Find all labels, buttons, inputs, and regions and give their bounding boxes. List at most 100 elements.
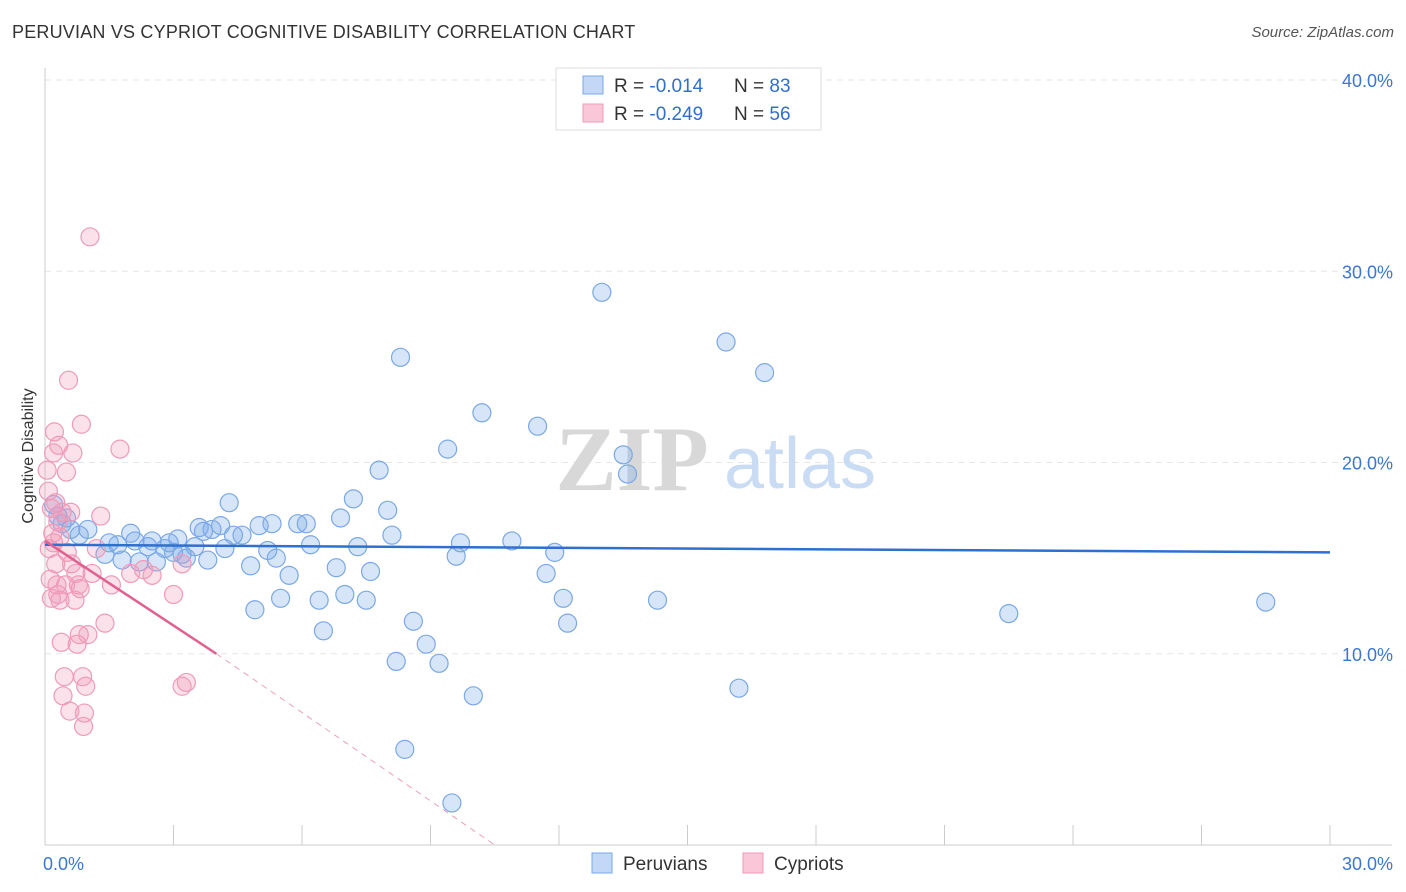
point-peruvians-72 [553,588,573,608]
point-peruvians-10 [112,550,132,570]
point-cypriots-54 [176,672,196,693]
point-peruvians-81 [999,603,1019,624]
series-legend-swatch-peruvians [591,852,613,874]
correlation-legend: R = -0.014 N = 83 R = -0.249 N = 56 [555,67,822,131]
svg-text:N = 83: N = 83 [734,76,791,97]
point-peruvians-49 [343,489,363,509]
point-peruvians-28 [211,516,231,536]
point-cypriots-38 [73,716,94,737]
point-cypriots-10 [46,493,66,513]
point-peruvians-46 [326,558,346,578]
point-cypriots-26 [60,701,80,721]
point-cypriots-24 [57,542,77,562]
legend-swatch-peruvians [582,75,604,95]
legend-r-label-2: R = [614,104,649,125]
y-tick-label-1: 20.0% [1342,454,1393,474]
point-peruvians-62 [438,439,458,459]
point-peruvians-20 [168,529,188,549]
trend-line-peruvians [44,543,1331,554]
x-tick-label-1: 30.0% [1342,854,1393,874]
y-tick-label-0: 10.0% [1342,645,1393,665]
point-cypriots-55 [172,554,192,574]
y-tick-label-3: 40.0% [1342,71,1393,91]
point-peruvians-30 [219,493,239,513]
point-peruvians-33 [241,556,261,576]
point-peruvians-82 [1256,592,1276,612]
point-peruvians-47 [330,508,351,528]
axes [44,68,1392,846]
point-cypriots-13 [48,512,68,532]
watermark-atlas: atlas [724,424,876,504]
point-cypriots-11 [46,554,66,574]
point-peruvians-45 [313,621,334,641]
point-cypriots-25 [58,370,79,390]
trend-line-cypriots [44,539,218,655]
legend-swatch-cypriots [582,103,604,123]
series-legend-label-peruvians: Peruvians [623,854,708,875]
point-peruvians-58 [395,739,415,759]
point-peruvians-68 [502,531,522,551]
point-peruvians-79 [729,678,749,698]
data-points [37,227,1276,813]
point-peruvians-54 [378,500,398,520]
point-cypriots-40 [76,676,96,696]
point-peruvians-60 [416,634,436,654]
watermark-zip: ZIP [555,408,708,510]
point-peruvians-56 [386,651,406,672]
point-peruvians-39 [270,588,291,608]
point-cypriots-46 [95,613,115,633]
point-peruvians-57 [390,347,411,367]
series-legend: Peruvians Cypriots [591,852,844,875]
y-axis-label: Cognitive Disability [20,388,37,523]
svg-text:R = -0.014: R = -0.014 [614,76,704,97]
series-legend-swatch-cypriots [742,852,764,874]
point-cypriots-29 [63,443,83,463]
point-cypriots-48 [110,439,130,459]
point-peruvians-43 [300,535,321,555]
point-peruvians-59 [403,611,423,631]
point-peruvians-42 [296,514,316,534]
point-cypriots-49 [121,563,141,584]
point-peruvians-80 [754,363,775,383]
point-peruvians-55 [382,525,402,545]
point-cypriots-17 [50,527,70,547]
point-peruvians-6 [78,519,98,540]
trend-extension-cypriots [216,653,496,846]
point-peruvians-51 [356,590,376,610]
point-peruvians-53 [369,460,389,480]
point-cypriots-31 [66,563,86,584]
point-peruvians-77 [647,590,668,610]
point-peruvians-67 [472,403,492,423]
svg-text:N = 56: N = 56 [734,104,791,125]
legend-n-label-1: N = [734,76,769,97]
chart-title: PERUVIAN VS CYPRIOT COGNITIVE DISABILITY… [12,22,636,42]
point-cypriots-21 [54,667,74,687]
legend-r-value-2: -0.249 [649,104,703,125]
y-tick-label-2: 30.0% [1342,262,1393,282]
point-peruvians-26 [198,550,218,570]
point-peruvians-70 [536,563,556,584]
svg-text:R = -0.249: R = -0.249 [614,104,703,125]
point-peruvians-71 [545,542,565,562]
point-cypriots-45 [91,506,111,526]
point-peruvians-73 [557,613,578,633]
point-peruvians-76 [617,464,638,484]
point-peruvians-66 [463,686,483,706]
point-cypriots-36 [71,414,92,434]
point-cypriots-32 [67,634,87,654]
point-peruvians-34 [245,600,265,620]
point-peruvians-37 [262,514,282,534]
point-peruvians-52 [360,561,381,582]
point-peruvians-61 [429,653,449,673]
point-peruvians-32 [232,525,252,545]
grid-lines [45,79,1392,655]
point-cypriots-27 [61,502,81,522]
point-cypriots-23 [56,462,77,482]
point-peruvians-48 [335,584,355,605]
point-cypriots-39 [74,703,95,723]
point-peruvians-38 [266,548,286,568]
point-cypriots-30 [65,590,85,610]
point-peruvians-78 [716,332,736,352]
watermark: ZIP atlas [555,408,876,510]
point-peruvians-40 [279,565,299,585]
